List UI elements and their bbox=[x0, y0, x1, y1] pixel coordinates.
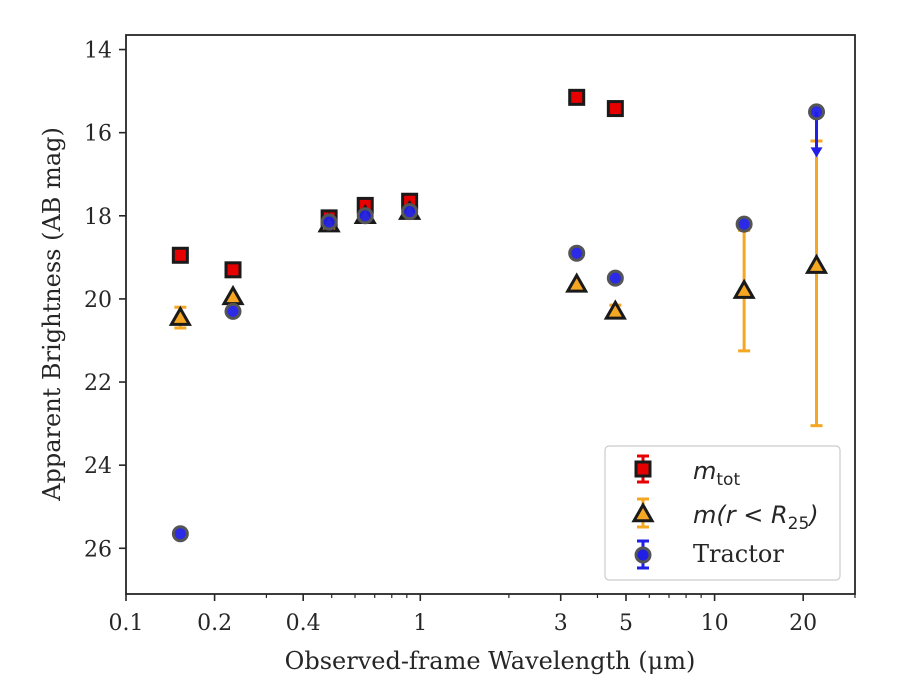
x-tick-label: 1 bbox=[413, 611, 427, 636]
mr25-point bbox=[565, 272, 589, 293]
tractor-point bbox=[320, 213, 338, 231]
y-tick-label: 20 bbox=[84, 288, 112, 313]
legend-frame bbox=[604, 445, 841, 581]
x-tick-label: 0.1 bbox=[109, 611, 144, 636]
mtot-point bbox=[606, 100, 624, 118]
mtot-point bbox=[171, 246, 189, 264]
legend-handle-mtot bbox=[634, 460, 652, 478]
legend-label-mtot: mtot bbox=[693, 457, 740, 490]
x-tick-label: 20 bbox=[789, 611, 817, 636]
y-tick-label: 26 bbox=[84, 537, 112, 562]
tractor-point bbox=[401, 203, 419, 221]
tractor-point bbox=[606, 269, 624, 287]
legend-handle-mr25 bbox=[631, 501, 655, 523]
y-tick-label: 18 bbox=[84, 205, 112, 230]
tractor-point bbox=[568, 244, 586, 262]
x-tick-label: 10 bbox=[701, 611, 729, 636]
legend-handle-tractor bbox=[634, 546, 652, 564]
x-tick-label: 0.4 bbox=[286, 611, 321, 636]
mr25-point bbox=[221, 284, 245, 306]
y-tick-label: 22 bbox=[84, 371, 112, 396]
legend-label-mr25: m(r < R25) bbox=[693, 501, 819, 534]
x-tick-label: 5 bbox=[619, 611, 633, 636]
mr25-point bbox=[732, 278, 756, 299]
x-tick-label: 0.2 bbox=[197, 611, 232, 636]
mr25-point bbox=[168, 305, 192, 326]
plot-frame bbox=[125, 34, 856, 595]
tractor-point bbox=[356, 207, 374, 225]
x-axis-label: Observed-frame Wavelength (μm) bbox=[285, 647, 696, 675]
tractor-point bbox=[224, 302, 242, 320]
y-axis-label: Apparent Brightness (AB mag) bbox=[38, 127, 66, 502]
tractor-point bbox=[171, 525, 189, 543]
mr25-point bbox=[804, 253, 829, 274]
legend: mtot m(r < R25) Tractor bbox=[604, 445, 841, 581]
legend-label-tractor: Tractor bbox=[693, 540, 784, 568]
mtot-point bbox=[568, 88, 586, 106]
axis-ticks: 0.1 0.2 0.4 1 3 5 10 20 14 16 18 20 22 24 26 bbox=[84, 39, 856, 636]
mr25-point bbox=[603, 299, 627, 320]
mtot-point bbox=[224, 261, 242, 279]
y-tick-label: 24 bbox=[84, 454, 112, 479]
tractor-point bbox=[735, 215, 753, 233]
plot-area bbox=[168, 88, 829, 543]
triangle-error-bar bbox=[810, 139, 823, 428]
y-tick-label: 14 bbox=[84, 39, 112, 64]
x-tick-label: 3 bbox=[554, 611, 568, 636]
y-tick-label: 16 bbox=[84, 122, 112, 147]
tractor-point bbox=[808, 103, 826, 121]
